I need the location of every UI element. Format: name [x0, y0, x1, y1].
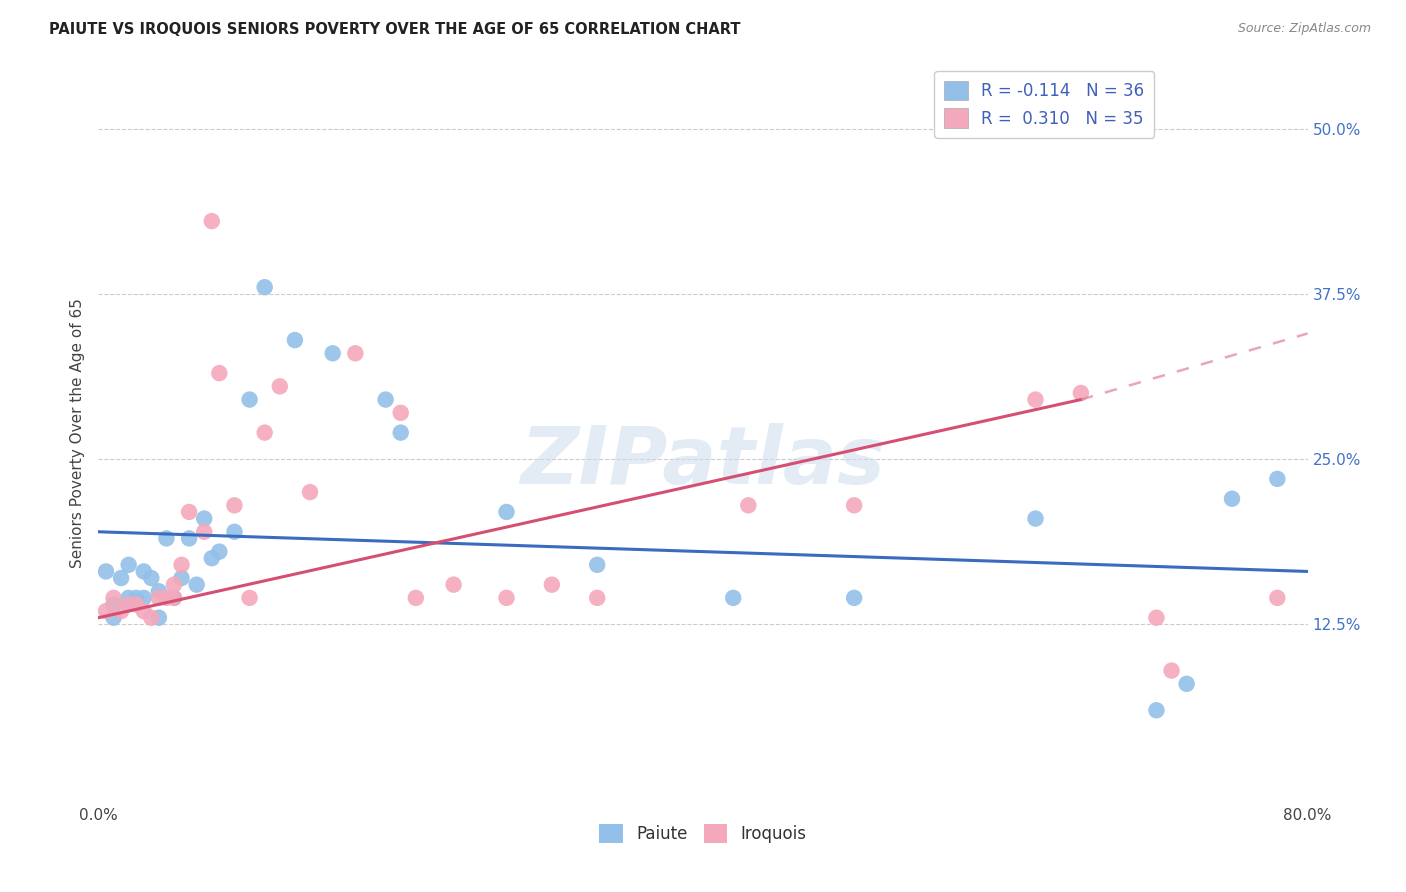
Point — [495, 505, 517, 519]
Point — [103, 591, 125, 605]
Point — [224, 524, 246, 539]
Legend: Paiute, Iroquois: Paiute, Iroquois — [593, 817, 813, 850]
Point — [179, 505, 201, 519]
Point — [132, 565, 155, 579]
Point — [1024, 511, 1046, 525]
Point — [1144, 703, 1167, 717]
Text: ZIPatlas: ZIPatlas — [520, 423, 886, 501]
Point — [1267, 472, 1289, 486]
Y-axis label: Seniors Poverty Over the Age of 65: Seniors Poverty Over the Age of 65 — [70, 298, 86, 567]
Point — [1070, 386, 1092, 401]
Point — [118, 558, 141, 572]
Point — [201, 551, 224, 566]
Point — [299, 485, 322, 500]
Point — [1175, 677, 1198, 691]
Point — [284, 333, 307, 347]
Point — [586, 591, 609, 605]
Text: PAIUTE VS IROQUOIS SENIORS POVERTY OVER THE AGE OF 65 CORRELATION CHART: PAIUTE VS IROQUOIS SENIORS POVERTY OVER … — [49, 22, 741, 37]
Point — [163, 591, 186, 605]
Point — [389, 425, 412, 440]
Point — [1160, 664, 1182, 678]
Point — [201, 214, 224, 228]
Point — [405, 591, 427, 605]
Point — [1267, 591, 1289, 605]
Point — [1144, 611, 1167, 625]
Point — [170, 558, 193, 572]
Point — [186, 577, 208, 591]
Point — [141, 571, 163, 585]
Point — [253, 280, 276, 294]
Point — [443, 577, 465, 591]
Point — [495, 591, 517, 605]
Point — [239, 591, 262, 605]
Point — [208, 544, 231, 558]
Point — [344, 346, 367, 360]
Point — [94, 604, 117, 618]
Point — [110, 571, 132, 585]
Point — [148, 611, 170, 625]
Point — [155, 532, 177, 546]
Point — [389, 406, 412, 420]
Point — [155, 591, 177, 605]
Point — [322, 346, 344, 360]
Text: Source: ZipAtlas.com: Source: ZipAtlas.com — [1237, 22, 1371, 36]
Point — [239, 392, 262, 407]
Point — [179, 532, 201, 546]
Point — [148, 591, 170, 605]
Point — [94, 565, 117, 579]
Point — [1220, 491, 1243, 506]
Point — [723, 591, 745, 605]
Point — [148, 584, 170, 599]
Point — [844, 499, 866, 513]
Point — [374, 392, 396, 407]
Point — [193, 524, 215, 539]
Point — [141, 611, 163, 625]
Point — [224, 499, 246, 513]
Point — [170, 571, 193, 585]
Point — [132, 604, 155, 618]
Point — [110, 604, 132, 618]
Point — [125, 598, 148, 612]
Point — [253, 425, 276, 440]
Point — [132, 591, 155, 605]
Point — [125, 591, 148, 605]
Point — [163, 577, 186, 591]
Point — [586, 558, 609, 572]
Point — [193, 511, 215, 525]
Point — [163, 591, 186, 605]
Point — [103, 598, 125, 612]
Point — [103, 611, 125, 625]
Point — [1024, 392, 1046, 407]
Point — [844, 591, 866, 605]
Point — [269, 379, 291, 393]
Point — [737, 499, 759, 513]
Point — [208, 366, 231, 380]
Point — [118, 591, 141, 605]
Point — [118, 598, 141, 612]
Point — [540, 577, 562, 591]
